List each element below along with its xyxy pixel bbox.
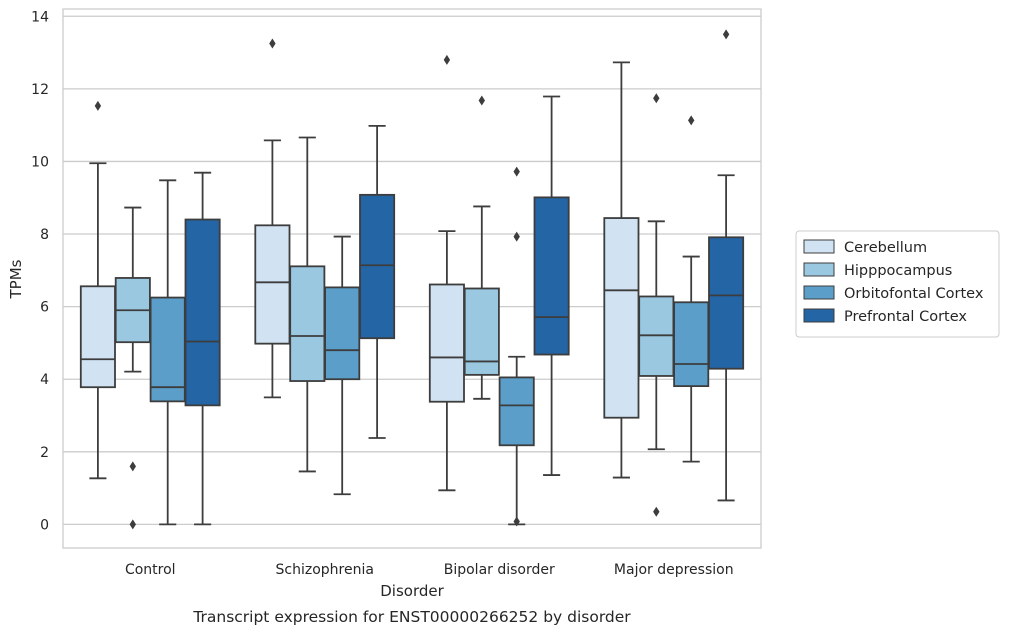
legend-swatch: [803, 262, 835, 277]
y-tick-label: 10: [31, 154, 49, 170]
x-tick-labels: Control Schizophrenia Bipolar disorder Majo…: [125, 562, 734, 578]
box-cerebellum: [603, 61, 640, 479]
y-axis-label: TPMs: [7, 259, 25, 299]
legend-entry: Cerebellum: [844, 240, 927, 256]
legend-entry: Hipppocampus: [844, 263, 952, 279]
box-iqr: [324, 286, 361, 381]
box-iqr: [359, 193, 396, 340]
outlier-point: [513, 231, 520, 242]
outlier-point: [513, 166, 520, 177]
box-iqr: [79, 285, 116, 389]
box-iqr: [254, 224, 291, 345]
box-iqr: [673, 301, 710, 388]
box-prefrontal-cortex: [708, 29, 745, 502]
box-hipppocampus: [463, 95, 500, 400]
outlier-point: [513, 516, 520, 527]
outlier-point: [722, 29, 730, 40]
legend-swatch: [803, 308, 835, 323]
box-iqr: [533, 196, 570, 356]
legend: Cerebellum Hipppocampus Orbitofontal Corte…: [795, 230, 1000, 338]
box-hipppocampus: [289, 136, 326, 473]
outlier-point: [129, 461, 136, 472]
box-cerebellum: [428, 54, 465, 492]
box-iqr: [708, 236, 745, 370]
y-tick-label: 6: [40, 300, 49, 316]
y-tick-label: 12: [31, 82, 49, 98]
box-iqr: [463, 287, 500, 376]
box-orbitofontal-cortex: [498, 166, 535, 527]
chart-caption: Transcript expression for ENST0000026625…: [192, 608, 631, 626]
box-hipppocampus: [638, 93, 675, 517]
y-tick-label: 14: [31, 9, 49, 25]
x-tick-label: Major depression: [614, 562, 734, 578]
legend-entry: Orbitofontal Cortex: [844, 286, 984, 302]
legend-swatch: [803, 285, 835, 300]
box-iqr: [603, 217, 640, 419]
outlier-point: [129, 519, 136, 530]
box-iqr: [289, 265, 326, 382]
legend-entry: Prefrontal Cortex: [844, 309, 967, 325]
box-prefrontal-cortex: [184, 171, 221, 526]
y-tick-label: 8: [40, 227, 49, 243]
legend-frame: [795, 230, 1000, 338]
box-prefrontal-cortex: [359, 124, 396, 439]
outlier-point: [688, 115, 695, 126]
y-tick-label: 0: [40, 517, 49, 533]
outlier-point: [653, 93, 660, 104]
box-iqr: [428, 283, 465, 403]
box-iqr: [498, 376, 535, 447]
box-iqr: [638, 295, 675, 377]
outlier-point: [443, 54, 451, 65]
box-prefrontal-cortex: [533, 95, 570, 476]
outlier-point: [653, 506, 660, 517]
box-orbitofontal-cortex: [673, 115, 710, 463]
box-groups: [79, 29, 745, 530]
plot-frame: [62, 8, 762, 549]
x-tick-label: Schizophrenia: [276, 562, 374, 578]
box-iqr: [149, 296, 186, 403]
legend-swatch: [803, 239, 835, 254]
outlier-point: [269, 38, 276, 49]
y-tick-labels: 0 2 4 6 8 10 12 14: [31, 9, 49, 533]
y-tick-label: 2: [40, 445, 49, 461]
outlier-point: [478, 95, 485, 106]
outlier-point: [94, 100, 102, 111]
box-iqr: [184, 218, 221, 407]
y-tick-label: 4: [40, 372, 49, 388]
box-cerebellum: [79, 100, 116, 480]
x-tick-label: Bipolar disorder: [444, 562, 555, 578]
x-tick-label: Control: [125, 562, 176, 578]
x-axis-label: Disorder: [380, 582, 444, 600]
